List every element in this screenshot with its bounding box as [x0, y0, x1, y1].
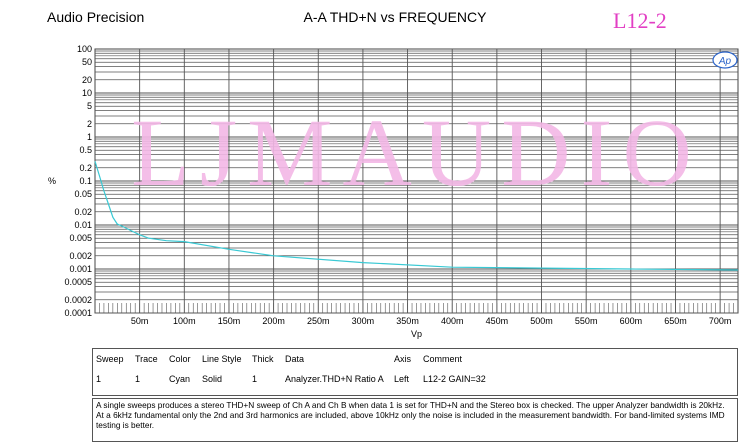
cell-color: Cyan: [169, 374, 191, 384]
ap-logo-text: Ap: [718, 56, 732, 67]
x-tick-label: 250m: [307, 316, 330, 326]
y-tick-label: 5: [87, 101, 92, 111]
series-line: [94, 161, 739, 271]
x-tick-label: 100m: [173, 316, 196, 326]
cell-data: Analyzer.THD+N Ratio A: [285, 374, 384, 384]
y-tick-label: 0.5: [79, 145, 92, 155]
y-tick-label: 50: [82, 57, 92, 67]
x-tick-label: 300m: [352, 316, 375, 326]
brand-title: Audio Precision: [47, 9, 145, 25]
legend-table: Sweep Trace Color Line Style Thick Data …: [92, 348, 738, 396]
header-color: Color: [169, 354, 191, 364]
y-tick-label: 20: [82, 75, 92, 85]
x-tick-label: 450m: [486, 316, 509, 326]
measurement-note: A single sweeps produces a stereo THD+N …: [92, 398, 738, 442]
y-tick-label: 1: [87, 132, 92, 142]
y-tick-label: 10: [82, 88, 92, 98]
cell-sweep: 1: [96, 374, 102, 384]
header-line-style: Line Style: [202, 354, 242, 364]
y-tick-label: 0.05: [74, 189, 92, 199]
ap-logo-icon: [712, 51, 738, 69]
x-tick-label: 350m: [396, 316, 419, 326]
header-comment: Comment: [423, 354, 463, 364]
y-tick-label: 2: [87, 119, 92, 129]
header-thick: Thick: [252, 354, 274, 364]
y-tick-label: 0.001: [69, 264, 92, 274]
header-sweep: Sweep: [96, 354, 124, 364]
x-tick-label: 600m: [620, 316, 643, 326]
y-tick-label: 0.01: [74, 220, 92, 230]
y-tick-label: 0.005: [69, 233, 92, 243]
x-tick-label: 200m: [262, 316, 285, 326]
thd-n-chart: LJMAUDIO Ap 100 50 20 10 5 2 1 0.5 0.2 0.1 0.05 0.02 0…: [48, 44, 739, 339]
header-data: Data: [285, 354, 305, 364]
y-tick-label: 0.1: [79, 176, 92, 186]
cell-line-style: Solid: [202, 374, 223, 384]
cell-thick: 1: [252, 374, 258, 384]
y-tick-label: 0.2: [79, 163, 92, 173]
y-tick-label: 0.0005: [64, 277, 92, 287]
x-axis-label: Vp: [411, 329, 422, 339]
x-tick-label: 500m: [530, 316, 553, 326]
y-tick-label: 100: [77, 44, 92, 54]
y-axis-label: %: [48, 176, 56, 186]
x-tick-label: 650m: [664, 316, 687, 326]
model-label: L12-2: [613, 8, 667, 33]
y-tick-label: 0.0002: [64, 295, 92, 305]
x-tick-label: 150m: [218, 316, 241, 326]
y-tick-label: 0.0001: [64, 308, 92, 318]
y-tick-label: 0.02: [74, 207, 92, 217]
header-trace: Trace: [135, 354, 158, 364]
cell-axis: Left: [394, 374, 410, 384]
x-tick-label: 700m: [709, 316, 732, 326]
cell-comment: L12-2 GAIN=32: [423, 374, 486, 384]
watermark: LJMAUDIO: [131, 99, 702, 206]
chart-title: A-A THD+N vs FREQUENCY: [303, 9, 487, 25]
header-axis: Axis: [394, 354, 412, 364]
x-tick-label: 400m: [441, 316, 464, 326]
x-tick-label: 50m: [131, 316, 149, 326]
x-tick-label: 550m: [575, 316, 598, 326]
cell-trace: 1: [135, 374, 141, 384]
y-tick-label: 0.002: [69, 251, 92, 261]
